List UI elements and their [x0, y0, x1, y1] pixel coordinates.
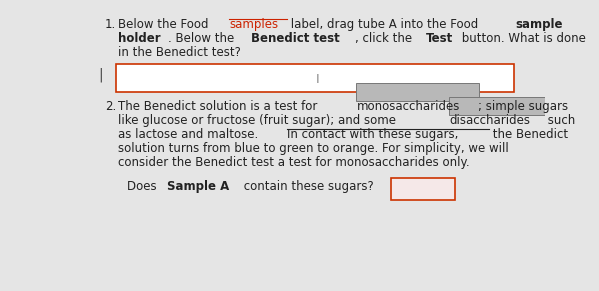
Text: monosaccharides: monosaccharides: [357, 100, 460, 113]
Text: Does: Does: [128, 180, 161, 193]
Bar: [356, 83, 479, 100]
Text: in the Benedict test?: in the Benedict test?: [118, 46, 241, 59]
Text: 2.: 2.: [105, 100, 116, 113]
Text: 1.: 1.: [105, 18, 116, 31]
Text: solution turns from blue to green to orange. For simplicity, we will: solution turns from blue to green to ora…: [118, 142, 509, 155]
Text: Below the Food: Below the Food: [118, 18, 213, 31]
Text: consider the Benedict test a test for monosaccharides only.: consider the Benedict test a test for mo…: [118, 156, 470, 169]
Text: the Benedict: the Benedict: [489, 128, 568, 141]
Bar: [449, 97, 544, 114]
Bar: [391, 178, 455, 200]
Text: Benedict test: Benedict test: [250, 32, 339, 45]
Text: like glucose or fructose (fruit sugar); and some: like glucose or fructose (fruit sugar); …: [118, 114, 400, 127]
Bar: [116, 64, 514, 92]
Text: holder: holder: [118, 32, 161, 45]
Text: , click the: , click the: [355, 32, 416, 45]
Text: |: |: [98, 68, 103, 83]
Text: contain these sugars?: contain these sugars?: [240, 180, 373, 193]
Text: sample: sample: [516, 18, 563, 31]
Text: The Benedict solution is a test for: The Benedict solution is a test for: [118, 100, 322, 113]
Text: as lactose and maltose.: as lactose and maltose.: [118, 128, 262, 141]
Text: disaccharides: disaccharides: [449, 114, 530, 127]
Text: I: I: [315, 73, 319, 86]
Text: such: such: [544, 114, 576, 127]
Text: Sample A: Sample A: [167, 180, 229, 193]
Text: samples: samples: [229, 18, 278, 31]
Text: ; simple sugars: ; simple sugars: [478, 100, 568, 113]
Text: button. What is done: button. What is done: [458, 32, 586, 45]
Text: . Below the: . Below the: [168, 32, 238, 45]
Text: Test: Test: [426, 32, 453, 45]
Text: label, drag tube A into the Food: label, drag tube A into the Food: [287, 18, 482, 31]
Text: In contact with these sugars,: In contact with these sugars,: [288, 128, 459, 141]
